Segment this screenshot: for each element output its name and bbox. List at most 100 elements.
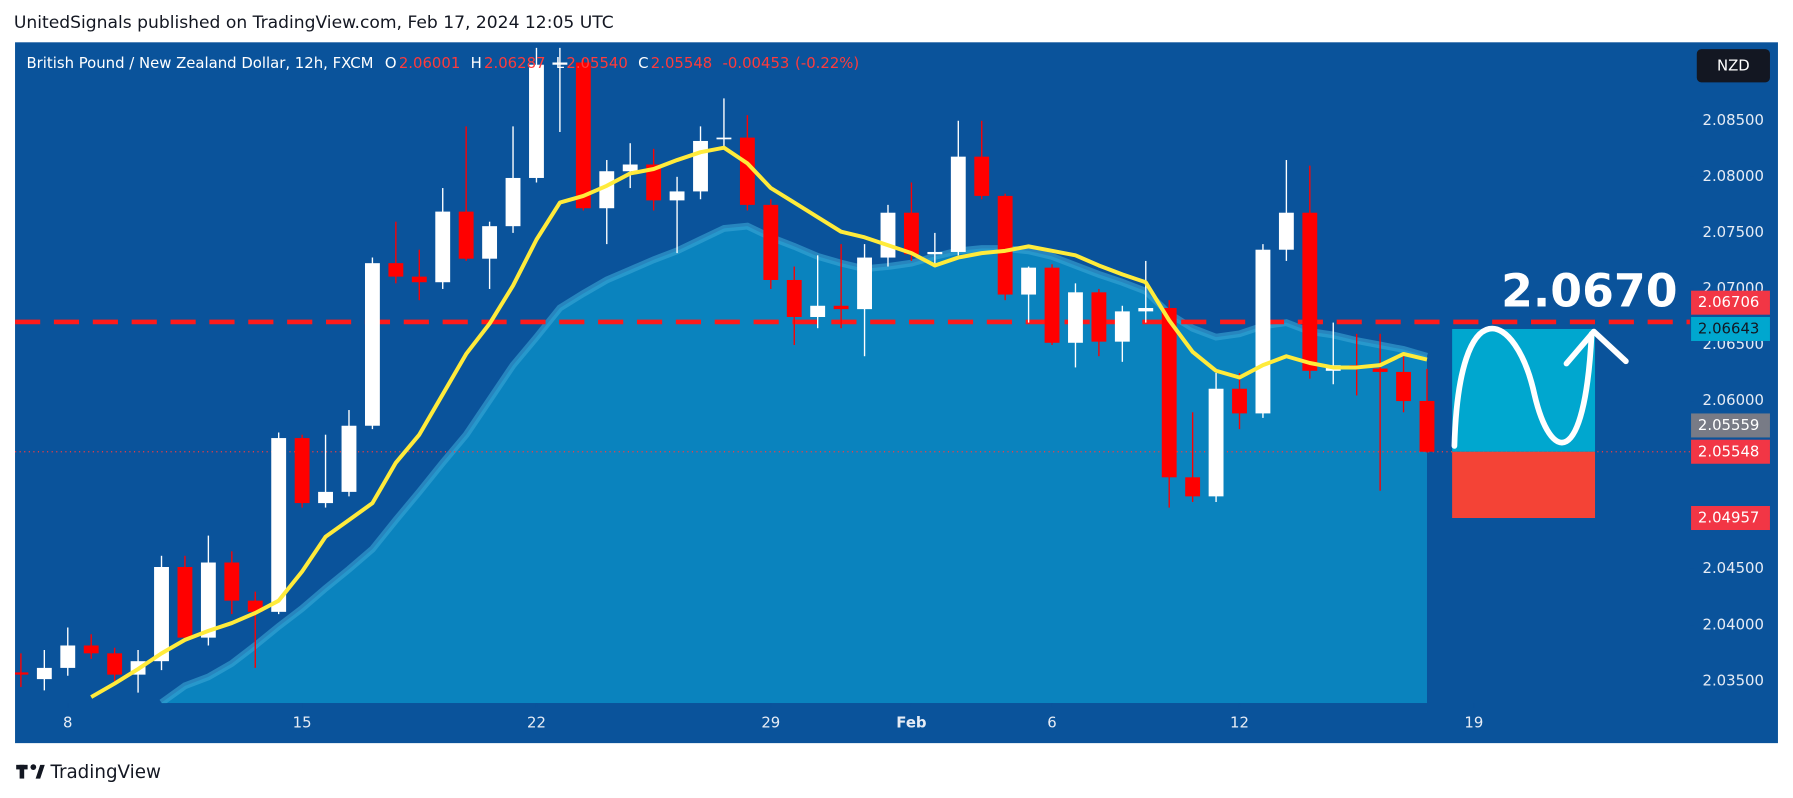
candle-body bbox=[599, 171, 615, 209]
x-tick-label: 12 bbox=[1230, 714, 1249, 732]
x-tick-label: 19 bbox=[1464, 714, 1483, 732]
candle-body bbox=[1255, 249, 1271, 414]
candle-body bbox=[997, 195, 1013, 295]
candle-body bbox=[1114, 311, 1130, 342]
price-tag bbox=[1691, 439, 1770, 464]
candle-body bbox=[974, 156, 990, 196]
candle-body bbox=[1419, 400, 1435, 452]
y-tick-label: 2.06000 bbox=[1703, 391, 1764, 409]
candle-body bbox=[1091, 292, 1107, 342]
forecast-curve bbox=[1451, 325, 1595, 449]
y-tick-label: 2.08000 bbox=[1703, 167, 1764, 185]
candle-body bbox=[786, 279, 802, 317]
footer-brand: TradingView bbox=[49, 762, 161, 783]
candle-body bbox=[575, 62, 591, 209]
candle-body bbox=[622, 164, 638, 172]
candle-body bbox=[247, 600, 263, 612]
legend-change: -0.00453 bbox=[723, 54, 790, 72]
legend-value: 2.05540 bbox=[566, 54, 627, 72]
candle-body bbox=[411, 276, 427, 283]
legend-key: C bbox=[638, 54, 648, 72]
candle-body bbox=[552, 62, 568, 65]
candle-body bbox=[716, 137, 732, 140]
candle-body bbox=[435, 211, 451, 283]
legend-change-pct: (-0.22%) bbox=[795, 54, 859, 72]
candle-body bbox=[1138, 308, 1154, 312]
price-tag bbox=[1691, 316, 1770, 341]
price-tag-label: 2.06706 bbox=[1698, 293, 1759, 311]
price-tag-label: 2.06643 bbox=[1698, 320, 1759, 338]
x-tick-label: 6 bbox=[1047, 714, 1056, 732]
candle-body bbox=[1396, 371, 1411, 402]
candle-body bbox=[880, 212, 896, 258]
candle-body bbox=[1185, 477, 1201, 497]
price-tag-label: 2.05548 bbox=[1698, 442, 1759, 460]
candle-body bbox=[224, 562, 240, 601]
candle-body bbox=[294, 438, 310, 504]
legend-value: 2.06001 bbox=[399, 54, 460, 72]
legend-value: 2.05548 bbox=[651, 54, 712, 72]
candle-body bbox=[693, 140, 708, 192]
price-tag bbox=[1691, 413, 1770, 438]
candle-body bbox=[36, 667, 52, 680]
candle-body bbox=[364, 263, 380, 426]
candle-body bbox=[271, 438, 287, 612]
x-tick-label: Feb bbox=[896, 714, 926, 732]
candle-body bbox=[505, 177, 521, 227]
candle-body bbox=[15, 672, 29, 675]
candle-body bbox=[810, 305, 826, 317]
candle-body bbox=[669, 191, 685, 201]
symbol-name: British Pound / New Zealand Dollar, 12h,… bbox=[26, 54, 373, 72]
candle-body bbox=[646, 164, 662, 201]
candle-body bbox=[1068, 292, 1083, 343]
candle-body bbox=[1208, 388, 1224, 497]
candle-body bbox=[1302, 212, 1318, 371]
candle-body bbox=[107, 653, 123, 675]
candle-body bbox=[83, 645, 99, 654]
price-tag-label: 2.04957 bbox=[1698, 509, 1759, 527]
x-tick-label: 22 bbox=[527, 714, 546, 732]
candle-body bbox=[60, 645, 76, 668]
x-tick-label: 8 bbox=[63, 714, 72, 732]
candle-body bbox=[529, 64, 544, 178]
candle-body bbox=[1372, 368, 1388, 372]
candle-body bbox=[950, 156, 966, 252]
legend-value: 2.06287 bbox=[484, 54, 545, 72]
forecast-arrow bbox=[1563, 328, 1629, 367]
candle-body bbox=[927, 251, 943, 255]
axes: 2.035002.040002.045002.050002.055002.060… bbox=[63, 111, 1770, 732]
candle-body bbox=[177, 567, 193, 638]
price-tag-label: 2.05559 bbox=[1698, 416, 1759, 434]
legend-key: O bbox=[385, 54, 397, 72]
candle-body bbox=[1161, 308, 1177, 478]
currency-button[interactable] bbox=[1696, 49, 1770, 83]
candle-body bbox=[458, 211, 474, 259]
x-tick-label: 29 bbox=[761, 714, 780, 732]
price-annotation: 2.0670 bbox=[1501, 264, 1677, 317]
candle-body bbox=[903, 212, 919, 255]
legend-key: H bbox=[471, 54, 482, 72]
price-tag bbox=[1691, 290, 1770, 315]
target-zone bbox=[1452, 328, 1596, 452]
legend-key: L bbox=[556, 54, 565, 72]
candle-body bbox=[200, 562, 216, 638]
y-tick-label: 2.04000 bbox=[1703, 615, 1764, 633]
candle-body bbox=[154, 567, 169, 662]
candle-body bbox=[1278, 212, 1294, 250]
y-tick-label: 2.07500 bbox=[1703, 223, 1764, 241]
candle-body bbox=[739, 137, 755, 205]
candle-body bbox=[388, 263, 404, 277]
candle-body bbox=[857, 257, 872, 310]
currency-label[interactable]: NZD bbox=[1717, 56, 1750, 74]
y-tick-label: 2.04500 bbox=[1703, 559, 1764, 577]
moving-average bbox=[90, 145, 1428, 699]
y-tick-label: 2.08500 bbox=[1703, 111, 1764, 129]
candle-body bbox=[763, 204, 779, 280]
candle-body bbox=[833, 305, 849, 310]
tradingview-logo bbox=[16, 764, 45, 779]
y-tick-label: 2.03500 bbox=[1703, 671, 1764, 689]
candle-body bbox=[318, 491, 333, 504]
area-fill bbox=[161, 226, 1427, 704]
